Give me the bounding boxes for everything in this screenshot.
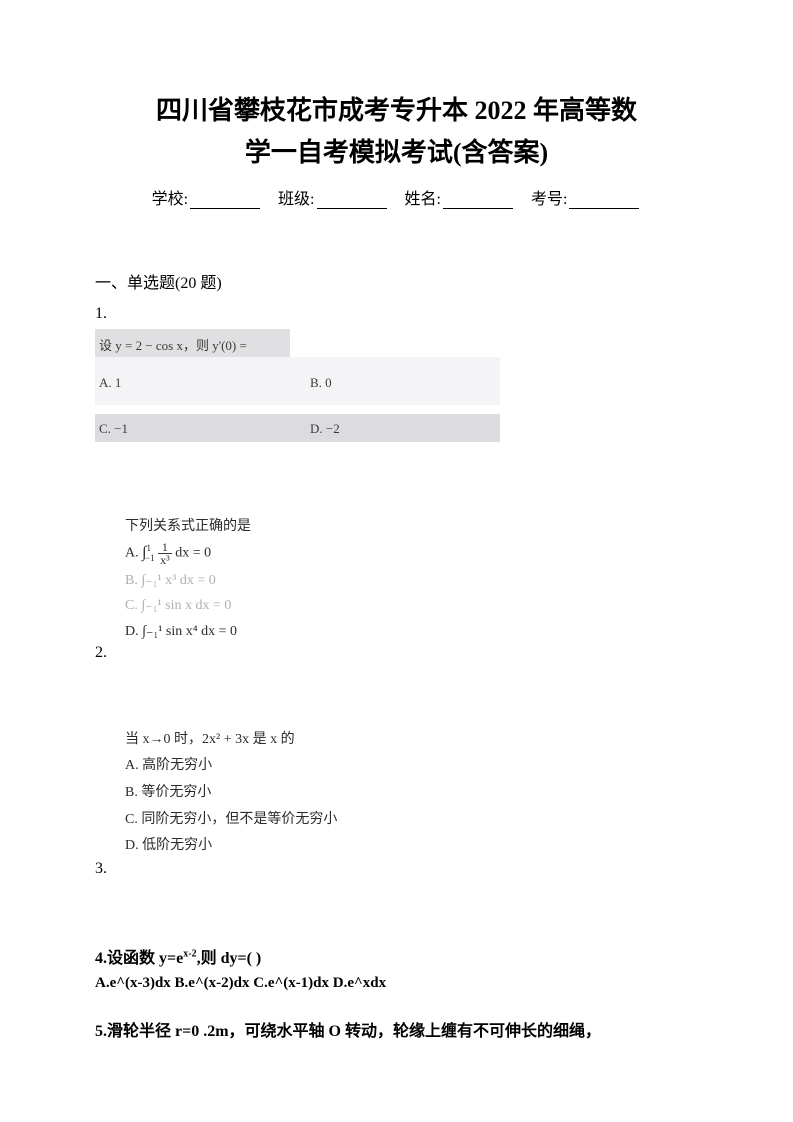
class-label: 班级: [278, 191, 314, 208]
school-label: 学校: [152, 191, 188, 208]
q4-stem: 4.设函数 y=ex-2,则 dy=( ) [95, 943, 698, 975]
q3-option-a: A. 高阶无穷小 [125, 753, 698, 780]
section-1-header: 一、单选题(20 题) [95, 269, 698, 293]
q3-option-c: C. 同阶无穷小，但不是等价无穷小 [125, 807, 698, 834]
q2-content: 下列关系式正确的是 A. ∫1−1 1x³ dx = 0 B. ∫₋₁¹ x³ … [125, 514, 698, 644]
q2-option-c: C. ∫₋₁¹ sin x dx = 0 [125, 593, 698, 618]
id-label: 考号: [531, 191, 567, 208]
name-label: 姓名: [405, 191, 441, 208]
q3-content: 当 x→0 时，2x² + 3x 是 x 的 A. 高阶无穷小 B. 等价无穷小… [125, 727, 698, 860]
exam-title: 四川省攀枝花市成考专升本 2022 年高等数 学一自考模拟考试(含答案) [95, 90, 698, 173]
q3-number: 3. [95, 860, 107, 878]
title-line-1: 四川省攀枝花市成考专升本 2022 年高等数 [95, 90, 698, 132]
fraction: 1x³ [158, 541, 172, 566]
q3-option-b: B. 等价无穷小 [125, 780, 698, 807]
title-line-2: 学一自考模拟考试(含答案) [95, 132, 698, 174]
q1-option-d: D. −2 [310, 421, 340, 437]
q5-stem: 5.滑轮半径 r=0 .2m，可绕水平轴 O 转动，轮缘上缠有不可伸长的细绳， [95, 1016, 698, 1048]
q1-image-region: 设 y = 2 − cos x，则 y'(0) = A. 1 B. 0 C. −… [95, 329, 505, 444]
q1-number: 1. [95, 305, 698, 323]
q2-number: 2. [95, 644, 107, 662]
school-blank[interactable] [190, 191, 260, 209]
q1-option-c: C. −1 [99, 421, 128, 437]
name-blank[interactable] [443, 191, 513, 209]
q1-option-a: A. 1 [99, 375, 121, 391]
q2-stem: 下列关系式正确的是 [125, 514, 698, 539]
q2-option-d: D. ∫₋₁¹ sin x⁴ dx = 0 [125, 619, 698, 644]
class-blank[interactable] [317, 191, 387, 209]
q3-stem: 当 x→0 时，2x² + 3x 是 x 的 [125, 727, 698, 754]
q1-bg-3 [95, 414, 500, 442]
q3-block: 当 x→0 时，2x² + 3x 是 x 的 A. 高阶无穷小 B. 等价无穷小… [95, 727, 698, 878]
q2-option-a: A. ∫1−1 1x³ dx = 0 [125, 539, 698, 568]
q4-options: A.e^(x-3)dx B.e^(x-2)dx C.e^(x-1)dx D.e^… [95, 975, 698, 992]
q1-bg-2 [95, 357, 500, 405]
q3-option-d: D. 低阶无穷小 [125, 833, 698, 860]
q2-block: 下列关系式正确的是 A. ∫1−1 1x³ dx = 0 B. ∫₋₁¹ x³ … [95, 514, 698, 662]
q1-option-b: B. 0 [310, 375, 332, 391]
student-info-line: 学校: 班级: 姓名: 考号: [95, 185, 698, 209]
q1-stem: 设 y = 2 − cos x，则 y'(0) = [99, 335, 247, 354]
id-blank[interactable] [569, 191, 639, 209]
q2-option-b: B. ∫₋₁¹ x³ dx = 0 [125, 568, 698, 593]
